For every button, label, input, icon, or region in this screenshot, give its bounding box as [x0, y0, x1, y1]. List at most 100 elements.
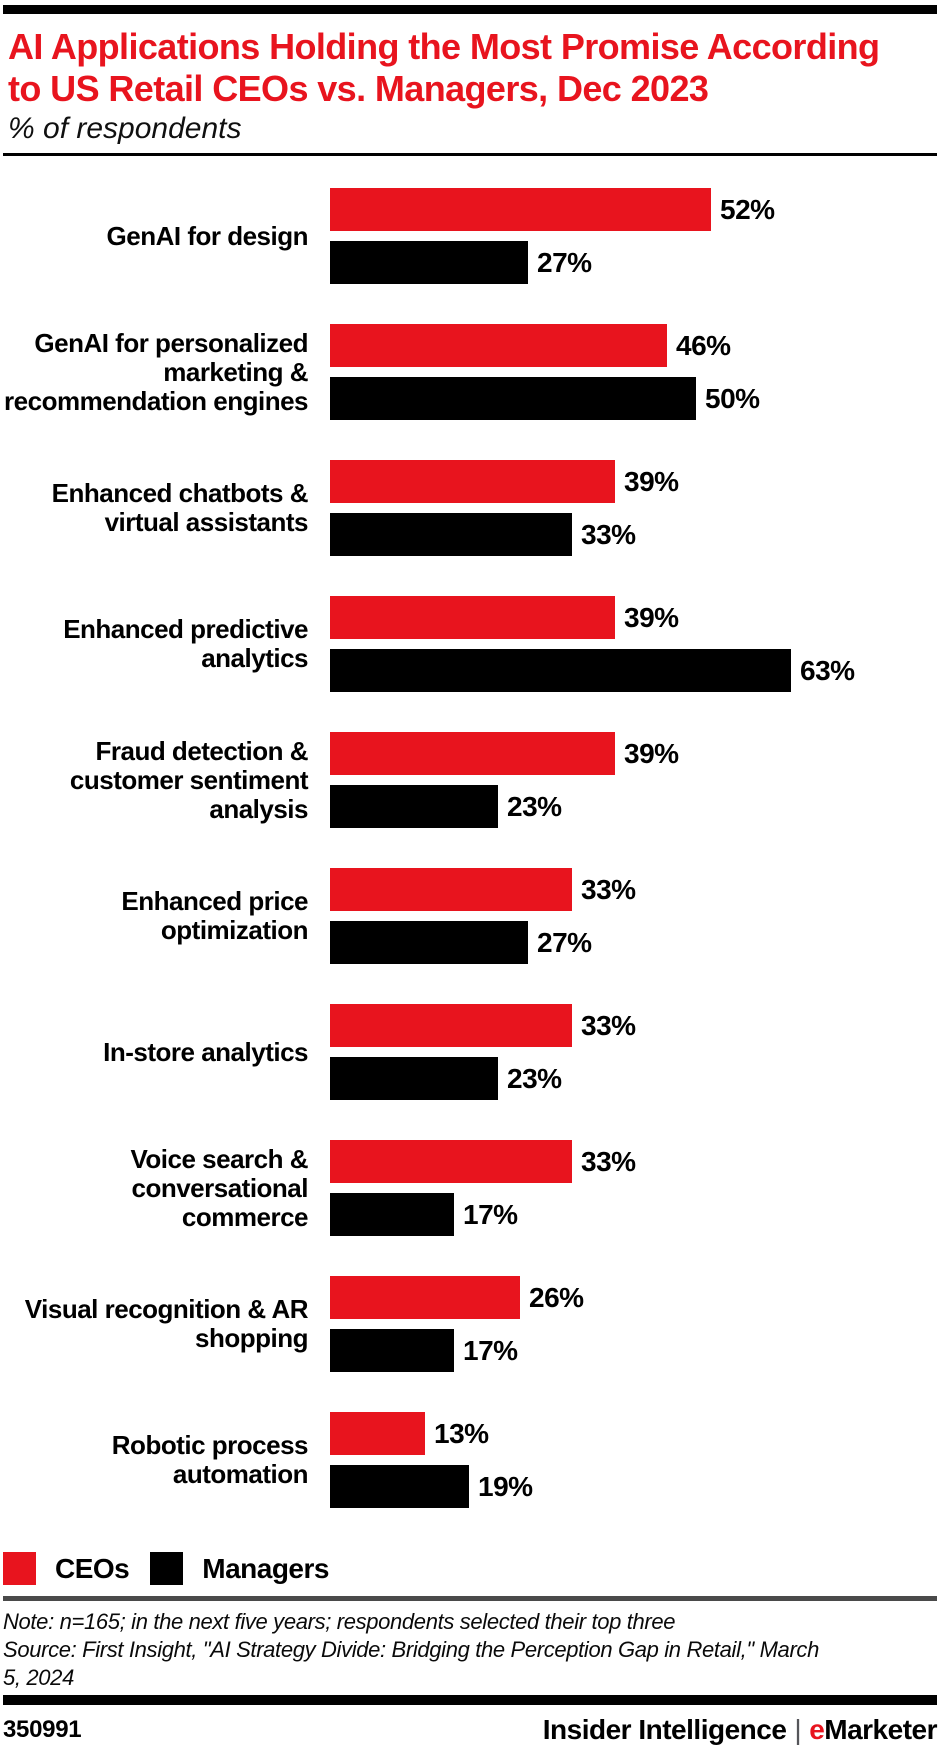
- manager-bar: [330, 785, 498, 828]
- category-label: Visual recognition & AR shopping: [24, 1294, 309, 1353]
- value-label: 23%: [507, 790, 562, 822]
- value-label: 33%: [581, 873, 636, 905]
- value-label: 39%: [624, 465, 679, 497]
- bar-line: 27%: [330, 241, 937, 284]
- bar-line: 39%: [330, 732, 937, 775]
- bar-line: 26%: [330, 1276, 937, 1319]
- bar-line: 33%: [330, 513, 937, 556]
- chart-row: GenAI for personalized marketing & recom…: [3, 324, 937, 420]
- legend: CEOs Managers: [3, 1552, 937, 1585]
- bar-line: 17%: [330, 1329, 937, 1372]
- category-label: GenAI for personalized marketing & recom…: [4, 327, 308, 416]
- value-label: 33%: [581, 1145, 636, 1177]
- chart-row: Enhanced predictive analytics 39% 63%: [3, 596, 937, 692]
- manager-bar: [330, 1193, 454, 1236]
- ceo-bar: [330, 1140, 572, 1183]
- value-label: 46%: [676, 329, 731, 361]
- value-label: 50%: [705, 382, 760, 414]
- chart-subtitle: % of respondents: [8, 112, 242, 145]
- brand-lockup: Insider Intelligence | eMarketer: [542, 1714, 938, 1746]
- bar-group: 39% 33%: [330, 460, 937, 556]
- chart-row: Fraud detection & customer sentiment ana…: [3, 732, 937, 828]
- ceo-bar: [330, 732, 615, 775]
- ceo-bar: [330, 1276, 520, 1319]
- bar-line: 33%: [330, 868, 937, 911]
- ceo-bar: [330, 596, 615, 639]
- chart-row: Visual recognition & AR shopping 26% 17%: [3, 1276, 937, 1372]
- bar-line: 19%: [330, 1465, 937, 1508]
- category-label: Enhanced chatbots & virtual assistants: [51, 478, 309, 537]
- category-label: Fraud detection & customer sentiment ana…: [69, 735, 309, 824]
- bar-group: 26% 17%: [330, 1276, 937, 1372]
- bar-line: 52%: [330, 188, 937, 231]
- manager-bar: [330, 1465, 469, 1508]
- bar-line: 39%: [330, 596, 937, 639]
- chart-row: Robotic process automation 13% 19%: [3, 1412, 937, 1508]
- brand-separator: |: [794, 1714, 802, 1745]
- manager-bar: [330, 241, 528, 284]
- value-label: 26%: [529, 1281, 584, 1313]
- legend-label: CEOs: [55, 1552, 130, 1584]
- bar-group: 33% 17%: [330, 1140, 937, 1236]
- value-label: 63%: [800, 654, 855, 686]
- value-label: 17%: [463, 1334, 518, 1366]
- bar-group: 33% 23%: [330, 1004, 937, 1100]
- brand-insider-intelligence: Insider Intelligence: [542, 1714, 787, 1745]
- bar-group: 39% 63%: [330, 596, 937, 692]
- value-label: 33%: [581, 518, 636, 550]
- bar-line: 23%: [330, 1057, 937, 1100]
- source-text: Source: First Insight, "AI Strategy Divi…: [3, 1637, 819, 1690]
- ceo-bar: [330, 188, 711, 231]
- bar-line: 46%: [330, 324, 937, 367]
- legend-divider: [3, 1596, 937, 1601]
- category-label: Enhanced predictive analytics: [63, 614, 308, 673]
- bar-line: 33%: [330, 1004, 937, 1047]
- value-label: 19%: [478, 1470, 533, 1502]
- manager-bar: [330, 1329, 454, 1372]
- value-label: 52%: [720, 193, 775, 225]
- chart-row: Enhanced chatbots & virtual assistants 39…: [3, 460, 937, 556]
- chart-row: Voice search & conversational commerce 33…: [3, 1140, 937, 1236]
- chart-title: AI Applications Holding the Most Promise…: [8, 26, 880, 109]
- bar-group: 13% 19%: [330, 1412, 937, 1508]
- bar-group: 46% 50%: [330, 324, 937, 420]
- bar-line: 63%: [330, 649, 937, 692]
- bar-line: 23%: [330, 785, 937, 828]
- chart-page: AI Applications Holding the Most Promise…: [0, 5, 940, 1746]
- value-label: 39%: [624, 737, 679, 769]
- manager-bar: [330, 377, 696, 420]
- bar-group: 39% 23%: [330, 732, 937, 828]
- value-label: 33%: [581, 1009, 636, 1041]
- category-label: Enhanced price optimization: [121, 886, 308, 945]
- bar-line: 50%: [330, 377, 937, 420]
- value-label: 17%: [463, 1198, 518, 1230]
- chart-row: In-store analytics 33% 23%: [3, 1004, 937, 1100]
- note-source-block: Note: n=165; in the next five years; res…: [3, 1608, 939, 1692]
- bar-line: 39%: [330, 460, 937, 503]
- ceo-bar: [330, 460, 615, 503]
- bar-line: 27%: [330, 921, 937, 964]
- bar-group: 33% 27%: [330, 868, 937, 964]
- chart-row: GenAI for design 52% 27%: [3, 188, 937, 284]
- legend-item: Managers: [150, 1552, 329, 1585]
- manager-bar: [330, 513, 572, 556]
- category-label: GenAI for design: [106, 220, 309, 251]
- manager-bar: [330, 921, 528, 964]
- value-label: 27%: [537, 246, 592, 278]
- legend-item: CEOs: [3, 1552, 130, 1585]
- bar-line: 13%: [330, 1412, 937, 1455]
- category-label: Robotic process automation: [111, 1430, 309, 1489]
- chart-id: 350991: [3, 1716, 82, 1743]
- value-label: 39%: [624, 601, 679, 633]
- header-divider: [3, 153, 937, 156]
- legend-label: Managers: [202, 1552, 329, 1584]
- ceo-bar: [330, 1004, 572, 1047]
- bar-group: 52% 27%: [330, 188, 937, 284]
- chart-row: Enhanced price optimization 33% 27%: [3, 868, 937, 964]
- category-label: Voice search & conversational commerce: [130, 1143, 308, 1232]
- bar-line: 17%: [330, 1193, 937, 1236]
- bar-line: 33%: [330, 1140, 937, 1183]
- manager-bar: [330, 1057, 498, 1100]
- ceo-bar: [330, 1412, 425, 1455]
- ceo-bar: [330, 868, 572, 911]
